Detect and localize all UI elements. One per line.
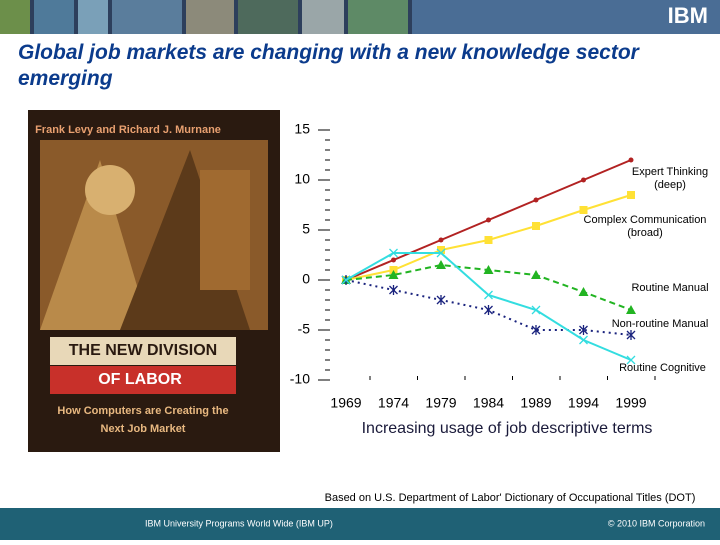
source-note: Based on U.S. Department of Labor' Dicti… bbox=[325, 492, 696, 504]
marker bbox=[579, 206, 588, 214]
marker bbox=[484, 305, 493, 315]
book-title: THE NEW DIVISION bbox=[69, 342, 217, 359]
book-title-band bbox=[50, 366, 236, 394]
y-tick-label: 0 bbox=[302, 271, 310, 287]
marker bbox=[389, 248, 398, 258]
footer-left: IBM University Programs World Wide (IBM … bbox=[145, 518, 333, 528]
y-tick-label: 10 bbox=[294, 171, 310, 187]
book-illustration bbox=[40, 160, 150, 330]
marker bbox=[579, 325, 588, 335]
series-label-box: Routine Cognitive bbox=[619, 362, 706, 374]
slide-title: Global job markets are changing with a n… bbox=[18, 41, 639, 90]
series-label-box: Complex Communication (broad) bbox=[583, 214, 707, 239]
book-title-band bbox=[50, 337, 236, 365]
marker bbox=[388, 270, 399, 279]
series-label-box: Non-routine Manual bbox=[611, 318, 709, 330]
marker bbox=[436, 248, 446, 258]
book-subtitle-box: How Computers are Creating the Next Job … bbox=[57, 405, 229, 435]
header-image bbox=[112, 0, 182, 34]
book-subtitle: How Computers are Creating the Next Job … bbox=[57, 405, 229, 435]
x-tick-label: 1999 bbox=[615, 395, 646, 411]
marker bbox=[627, 191, 635, 199]
marker bbox=[436, 295, 446, 305]
header-image bbox=[186, 0, 234, 34]
title-box: Global job markets are changing with a n… bbox=[18, 41, 639, 90]
x-tick-label: 1994 bbox=[568, 395, 599, 411]
header-image bbox=[302, 0, 344, 34]
marker bbox=[531, 270, 541, 279]
chart: -10 -5 0 5 10 15 1969 1974 1979 1984 1989 1994 1999 I… bbox=[290, 121, 709, 438]
x-tick-label: 1974 bbox=[378, 395, 409, 411]
header-image bbox=[34, 0, 74, 34]
y-tick-label: 5 bbox=[302, 221, 310, 237]
marker bbox=[626, 355, 636, 365]
book-illustration bbox=[85, 165, 135, 215]
header-image bbox=[78, 0, 108, 34]
marker bbox=[484, 236, 493, 244]
series-label: Non-routine Manual bbox=[611, 318, 709, 330]
marker bbox=[581, 177, 586, 183]
marker bbox=[579, 335, 588, 345]
x-axis-label: Increasing usage of job descriptive term… bbox=[362, 420, 653, 437]
footer-right: © 2010 IBM Corporation bbox=[608, 518, 705, 528]
marker bbox=[531, 325, 541, 335]
series-label-box: Routine Manual bbox=[631, 282, 709, 294]
marker bbox=[578, 287, 589, 296]
marker bbox=[437, 246, 445, 254]
marker bbox=[483, 265, 494, 274]
x-tick-label: 1969 bbox=[330, 395, 361, 411]
marker bbox=[436, 260, 446, 269]
y-tick-label: -5 bbox=[298, 321, 311, 337]
marker bbox=[531, 305, 541, 315]
header-image bbox=[348, 0, 408, 34]
marker bbox=[532, 222, 540, 230]
y-tick-label: 15 bbox=[294, 121, 310, 137]
series-label: Routine Cognitive bbox=[619, 362, 706, 374]
book-illustration bbox=[200, 170, 250, 290]
footer-band bbox=[0, 508, 720, 540]
marker bbox=[628, 157, 634, 163]
marker bbox=[626, 330, 636, 340]
series-label: Expert Thinking (deep) bbox=[631, 166, 709, 191]
series-label: Routine Manual bbox=[631, 282, 709, 294]
marker bbox=[626, 305, 636, 314]
y-tick-label: -10 bbox=[290, 371, 310, 387]
header-image bbox=[0, 0, 30, 34]
series-label-box: Expert Thinking (deep) bbox=[631, 166, 709, 191]
series-label: Complex Communication (broad) bbox=[583, 214, 707, 239]
x-tick-label: 1984 bbox=[473, 395, 504, 411]
book-authors: Frank Levy and Richard J. Murnane bbox=[35, 124, 221, 136]
marker bbox=[438, 237, 444, 243]
header-image bbox=[238, 0, 298, 34]
marker bbox=[341, 275, 351, 285]
marker bbox=[486, 217, 491, 223]
marker bbox=[533, 197, 539, 203]
marker bbox=[391, 257, 396, 263]
header-fade bbox=[412, 0, 720, 34]
logo: IBM bbox=[668, 3, 708, 28]
marker bbox=[389, 285, 398, 295]
x-tick-label: 1989 bbox=[520, 395, 551, 411]
book-title: OF LABOR bbox=[98, 371, 182, 388]
x-tick-label: 1979 bbox=[425, 395, 456, 411]
marker bbox=[484, 290, 493, 300]
